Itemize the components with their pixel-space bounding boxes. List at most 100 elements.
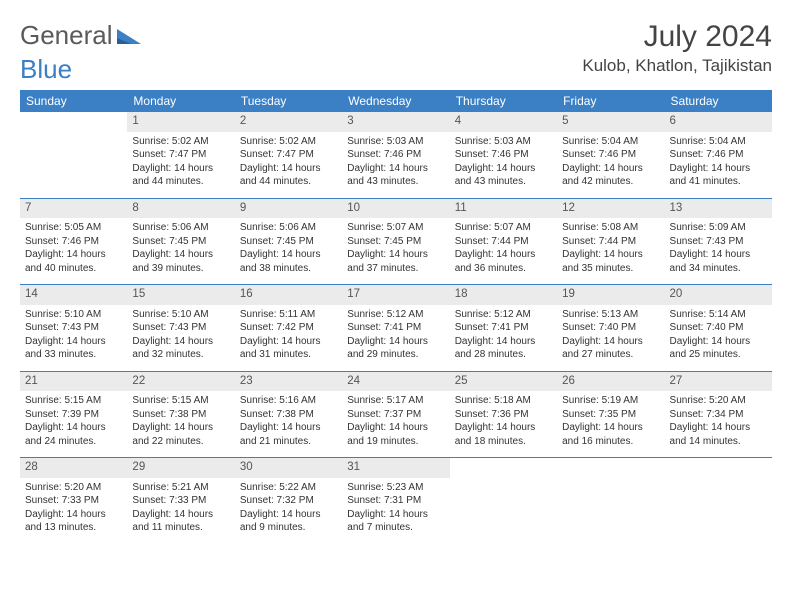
day-detail-line: Sunset: 7:38 PM <box>132 408 229 422</box>
day-detail-line: Sunrise: 5:23 AM <box>347 481 444 495</box>
day-number: 6 <box>665 112 772 132</box>
day-number <box>20 112 127 116</box>
calendar-row: 21Sunrise: 5:15 AMSunset: 7:39 PMDayligh… <box>20 372 772 458</box>
day-number: 20 <box>665 285 772 305</box>
day-detail-line: Sunrise: 5:15 AM <box>132 394 229 408</box>
col-friday: Friday <box>557 90 664 112</box>
day-number: 18 <box>450 285 557 305</box>
day-detail-line: Sunrise: 5:03 AM <box>347 135 444 149</box>
calendar-cell: 21Sunrise: 5:15 AMSunset: 7:39 PMDayligh… <box>20 372 127 458</box>
day-detail-line: Sunset: 7:45 PM <box>347 235 444 249</box>
day-detail-line: Daylight: 14 hours and 14 minutes. <box>670 421 767 448</box>
day-detail-line: Sunset: 7:38 PM <box>240 408 337 422</box>
calendar-cell <box>450 458 557 544</box>
day-detail-line: Sunrise: 5:17 AM <box>347 394 444 408</box>
calendar-cell: 28Sunrise: 5:20 AMSunset: 7:33 PMDayligh… <box>20 458 127 544</box>
day-detail-line: Daylight: 14 hours and 28 minutes. <box>455 335 552 362</box>
day-detail-line: Sunset: 7:35 PM <box>562 408 659 422</box>
day-detail-line: Sunrise: 5:03 AM <box>455 135 552 149</box>
logo-text-general: General <box>20 20 113 51</box>
day-detail-line: Sunset: 7:44 PM <box>562 235 659 249</box>
day-detail-line: Sunrise: 5:12 AM <box>455 308 552 322</box>
logo-text-blue: Blue <box>20 54 72 85</box>
day-detail-line: Sunrise: 5:13 AM <box>562 308 659 322</box>
day-detail-line: Sunrise: 5:11 AM <box>240 308 337 322</box>
day-detail-line: Sunset: 7:40 PM <box>670 321 767 335</box>
day-detail-line: Sunset: 7:46 PM <box>455 148 552 162</box>
calendar-cell <box>665 458 772 544</box>
calendar-cell: 14Sunrise: 5:10 AMSunset: 7:43 PMDayligh… <box>20 285 127 371</box>
day-detail-line: Sunrise: 5:14 AM <box>670 308 767 322</box>
day-detail-line: Sunset: 7:46 PM <box>347 148 444 162</box>
day-detail-line: Sunset: 7:43 PM <box>670 235 767 249</box>
day-detail-line: Sunset: 7:39 PM <box>25 408 122 422</box>
day-detail-line: Daylight: 14 hours and 33 minutes. <box>25 335 122 362</box>
day-detail-line: Sunrise: 5:08 AM <box>562 221 659 235</box>
calendar-cell: 29Sunrise: 5:21 AMSunset: 7:33 PMDayligh… <box>127 458 234 544</box>
day-detail-line: Daylight: 14 hours and 22 minutes. <box>132 421 229 448</box>
day-detail-line: Sunset: 7:47 PM <box>132 148 229 162</box>
day-detail-line: Sunset: 7:46 PM <box>562 148 659 162</box>
calendar-cell: 16Sunrise: 5:11 AMSunset: 7:42 PMDayligh… <box>235 285 342 371</box>
calendar-cell: 15Sunrise: 5:10 AMSunset: 7:43 PMDayligh… <box>127 285 234 371</box>
calendar-cell: 27Sunrise: 5:20 AMSunset: 7:34 PMDayligh… <box>665 372 772 458</box>
day-detail-line: Sunrise: 5:20 AM <box>25 481 122 495</box>
day-number: 4 <box>450 112 557 132</box>
day-detail-line: Sunrise: 5:15 AM <box>25 394 122 408</box>
day-detail-line: Sunset: 7:37 PM <box>347 408 444 422</box>
calendar-cell: 13Sunrise: 5:09 AMSunset: 7:43 PMDayligh… <box>665 199 772 285</box>
header: General July 2024 Kulob, Khatlon, Tajiki… <box>20 20 772 76</box>
day-detail-line: Sunrise: 5:16 AM <box>240 394 337 408</box>
day-detail-line: Daylight: 14 hours and 24 minutes. <box>25 421 122 448</box>
day-number: 26 <box>557 372 664 392</box>
calendar-cell: 25Sunrise: 5:18 AMSunset: 7:36 PMDayligh… <box>450 372 557 458</box>
calendar-cell: 1Sunrise: 5:02 AMSunset: 7:47 PMDaylight… <box>127 112 234 198</box>
calendar-cell: 17Sunrise: 5:12 AMSunset: 7:41 PMDayligh… <box>342 285 449 371</box>
day-detail-line: Sunrise: 5:05 AM <box>25 221 122 235</box>
day-detail-line: Sunset: 7:43 PM <box>132 321 229 335</box>
day-detail-line: Daylight: 14 hours and 44 minutes. <box>132 162 229 189</box>
calendar-cell: 3Sunrise: 5:03 AMSunset: 7:46 PMDaylight… <box>342 112 449 198</box>
day-detail-line: Sunrise: 5:02 AM <box>240 135 337 149</box>
day-detail-line: Sunrise: 5:22 AM <box>240 481 337 495</box>
day-detail-line: Sunrise: 5:07 AM <box>347 221 444 235</box>
calendar-cell: 24Sunrise: 5:17 AMSunset: 7:37 PMDayligh… <box>342 372 449 458</box>
calendar-cell: 22Sunrise: 5:15 AMSunset: 7:38 PMDayligh… <box>127 372 234 458</box>
day-detail-line: Sunrise: 5:12 AM <box>347 308 444 322</box>
day-detail-line: Daylight: 14 hours and 39 minutes. <box>132 248 229 275</box>
calendar-cell: 10Sunrise: 5:07 AMSunset: 7:45 PMDayligh… <box>342 199 449 285</box>
day-number: 31 <box>342 458 449 478</box>
calendar-cell: 26Sunrise: 5:19 AMSunset: 7:35 PMDayligh… <box>557 372 664 458</box>
day-detail-line: Daylight: 14 hours and 34 minutes. <box>670 248 767 275</box>
day-detail-line: Sunrise: 5:19 AM <box>562 394 659 408</box>
col-tuesday: Tuesday <box>235 90 342 112</box>
day-detail-line: Sunset: 7:46 PM <box>25 235 122 249</box>
calendar-row: 7Sunrise: 5:05 AMSunset: 7:46 PMDaylight… <box>20 199 772 285</box>
day-detail-line: Sunset: 7:34 PM <box>670 408 767 422</box>
title-block: July 2024 Kulob, Khatlon, Tajikistan <box>582 20 772 76</box>
day-detail-line: Sunset: 7:46 PM <box>670 148 767 162</box>
day-number: 1 <box>127 112 234 132</box>
day-detail-line: Sunset: 7:33 PM <box>132 494 229 508</box>
calendar-cell: 30Sunrise: 5:22 AMSunset: 7:32 PMDayligh… <box>235 458 342 544</box>
day-detail-line: Sunset: 7:44 PM <box>455 235 552 249</box>
day-detail-line: Sunset: 7:45 PM <box>132 235 229 249</box>
day-detail-line: Daylight: 14 hours and 7 minutes. <box>347 508 444 535</box>
day-detail-line: Sunset: 7:45 PM <box>240 235 337 249</box>
day-number: 11 <box>450 199 557 219</box>
day-number: 8 <box>127 199 234 219</box>
day-number <box>557 458 664 462</box>
calendar-cell: 20Sunrise: 5:14 AMSunset: 7:40 PMDayligh… <box>665 285 772 371</box>
calendar-cell: 31Sunrise: 5:23 AMSunset: 7:31 PMDayligh… <box>342 458 449 544</box>
day-detail-line: Daylight: 14 hours and 19 minutes. <box>347 421 444 448</box>
day-number: 2 <box>235 112 342 132</box>
page-title: July 2024 <box>582 20 772 54</box>
logo: General <box>20 20 143 51</box>
calendar-cell: 12Sunrise: 5:08 AMSunset: 7:44 PMDayligh… <box>557 199 664 285</box>
day-number <box>665 458 772 462</box>
day-detail-line: Sunset: 7:41 PM <box>455 321 552 335</box>
calendar-cell: 5Sunrise: 5:04 AMSunset: 7:46 PMDaylight… <box>557 112 664 198</box>
calendar-cell: 7Sunrise: 5:05 AMSunset: 7:46 PMDaylight… <box>20 199 127 285</box>
day-detail-line: Sunset: 7:47 PM <box>240 148 337 162</box>
day-detail-line: Sunrise: 5:10 AM <box>132 308 229 322</box>
